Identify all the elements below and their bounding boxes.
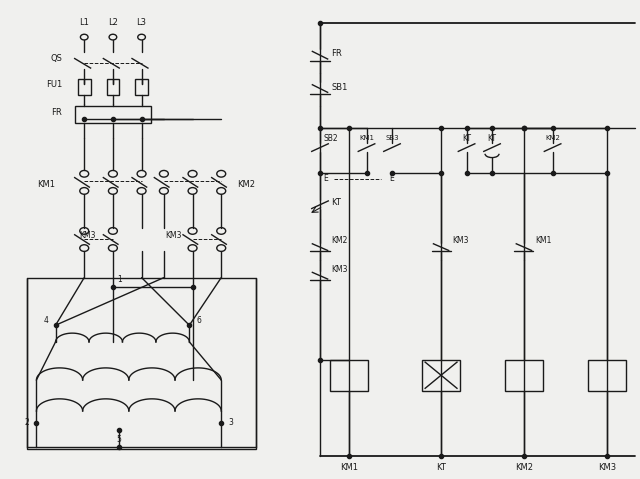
Bar — [75, 106, 151, 123]
Bar — [330, 360, 368, 391]
Text: KM1: KM1 — [359, 135, 374, 141]
Text: KM1: KM1 — [38, 180, 56, 189]
Bar — [505, 360, 543, 391]
Text: KM3: KM3 — [452, 237, 469, 245]
Text: FU1: FU1 — [45, 80, 62, 89]
Text: KM3: KM3 — [332, 265, 348, 274]
Bar — [106, 80, 119, 95]
Text: KM2: KM2 — [332, 237, 348, 245]
Bar — [422, 360, 460, 391]
Text: SB1: SB1 — [332, 82, 348, 91]
Text: 5: 5 — [117, 435, 122, 444]
Text: KM2: KM2 — [545, 135, 560, 141]
Text: KM1: KM1 — [536, 237, 552, 245]
Text: KT: KT — [332, 198, 341, 207]
Bar — [78, 80, 91, 95]
Text: 2: 2 — [24, 418, 29, 427]
Text: 3: 3 — [228, 418, 233, 427]
Text: E: E — [323, 174, 328, 183]
Text: 1: 1 — [117, 275, 122, 285]
Bar — [135, 80, 148, 95]
Text: KT: KT — [488, 134, 497, 143]
Text: 6: 6 — [196, 316, 202, 325]
Text: SB3: SB3 — [385, 135, 399, 141]
Bar — [27, 278, 256, 449]
Bar — [588, 360, 626, 391]
Text: KM2: KM2 — [515, 463, 533, 472]
Text: 4: 4 — [44, 316, 49, 325]
Text: KT: KT — [462, 134, 471, 143]
Text: L3: L3 — [136, 18, 147, 27]
Text: KM3: KM3 — [79, 231, 95, 240]
Text: L1: L1 — [79, 18, 89, 27]
Text: KM3: KM3 — [598, 463, 616, 472]
Text: L2: L2 — [108, 18, 118, 27]
Text: KM2: KM2 — [237, 180, 255, 189]
Text: KT: KT — [436, 463, 446, 472]
Text: QS: QS — [50, 54, 62, 63]
Text: SB2: SB2 — [323, 134, 338, 143]
Text: KM1: KM1 — [340, 463, 358, 472]
Text: FR: FR — [332, 49, 342, 58]
Text: FR: FR — [51, 108, 62, 117]
Text: E: E — [390, 174, 394, 183]
Text: KM3: KM3 — [165, 231, 182, 240]
